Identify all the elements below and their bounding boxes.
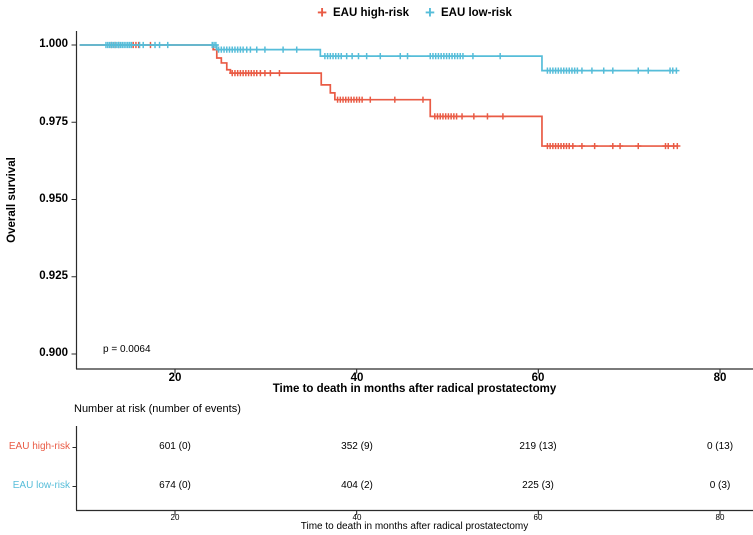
p-value-annotation: p = 0.0064 [103, 344, 151, 355]
risk-row-label-low-risk: EAU low-risk [12, 480, 70, 491]
plus-marker-icon: + [317, 3, 327, 22]
main-axes [75, 31, 753, 370]
x-tick-label: 60 [531, 372, 545, 384]
legend: + EAU high-risk + EAU low-risk [76, 3, 753, 23]
censor-marks-low-risk [102, 41, 680, 74]
y-tick-label: 1.000 [39, 38, 68, 50]
risk-value: 674 (0) [159, 480, 191, 491]
risk-table-ticks [72, 446, 721, 515]
y-tick-label: 0.975 [39, 116, 68, 128]
risk-x-tick-label: 80 [715, 513, 725, 522]
y-tick-label: 0.950 [39, 193, 68, 205]
risk-value: 0 (13) [706, 441, 734, 452]
risk-value: 352 (9) [341, 441, 373, 452]
risk-x-tick-label: 40 [352, 513, 362, 522]
risk-value: 0 (3) [709, 480, 731, 491]
risk-value: 219 (13) [519, 441, 557, 452]
risk-x-tick-label: 60 [533, 513, 543, 522]
risk-value: 601 (0) [159, 441, 191, 452]
y-axis-title: Overall survival [6, 157, 18, 243]
censor-marks-high-risk [108, 41, 681, 150]
risk-table-axes [75, 426, 753, 512]
risk-value: 404 (2) [341, 480, 373, 491]
legend-item-high-risk: + EAU high-risk [317, 3, 410, 22]
survival-curve-high-risk [79, 44, 678, 147]
y-tick-label: 0.925 [39, 270, 68, 282]
legend-label-high-risk: EAU high-risk [333, 7, 410, 19]
x-tick-label: 80 [713, 372, 727, 384]
risk-table-title: Number at risk (number of events) [74, 403, 241, 415]
legend-item-low-risk: + EAU low-risk [425, 3, 512, 22]
legend-label-low-risk: EAU low-risk [440, 7, 512, 19]
y-tick-label: 0.900 [39, 347, 68, 359]
survival-curve-low-risk [79, 44, 678, 72]
risk-row-label-high-risk: EAU high-risk [8, 441, 70, 452]
risk-value: 225 (3) [522, 480, 554, 491]
x-tick-label: 20 [168, 372, 182, 384]
main-axis-ticks [71, 44, 721, 374]
risk-x-axis-title: Time to death in months after radical pr… [300, 521, 529, 532]
x-axis-title: Time to death in months after radical pr… [272, 383, 557, 395]
risk-x-tick-label: 20 [170, 513, 180, 522]
plus-marker-icon: + [425, 3, 435, 22]
x-tick-label: 40 [350, 372, 364, 384]
